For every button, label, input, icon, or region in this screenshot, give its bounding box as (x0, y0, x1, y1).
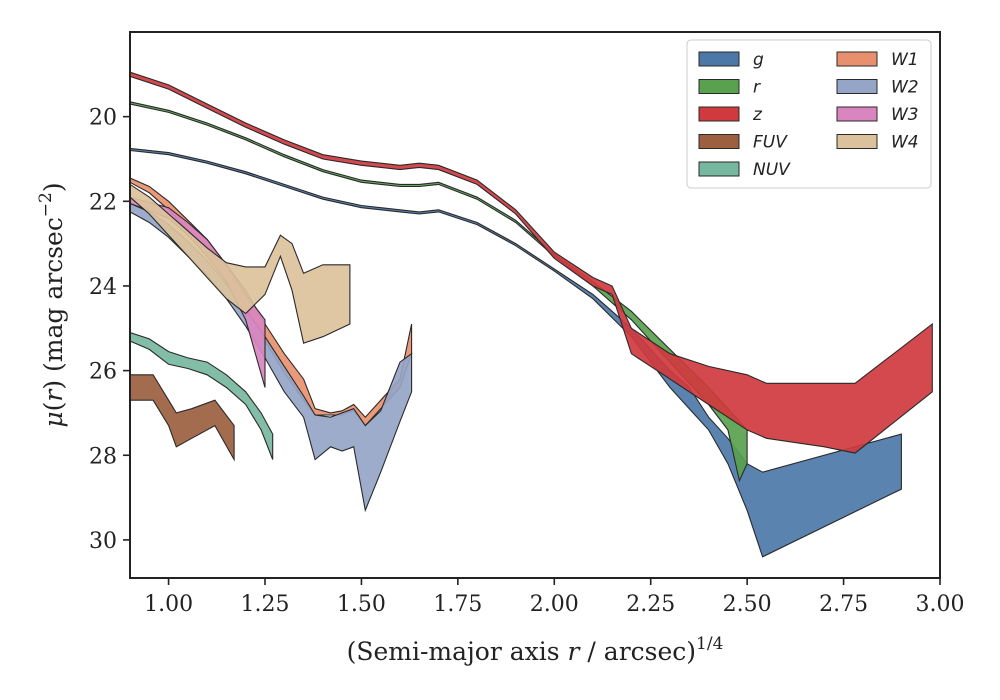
band-g (130, 147, 902, 558)
y-tick-label: 22 (89, 190, 117, 215)
legend-label-g: g (753, 50, 764, 70)
y-tick-label: 30 (89, 529, 117, 554)
x-tick-label: 3.00 (916, 592, 965, 617)
x-tick-label: 1.00 (144, 592, 193, 617)
legend-box (686, 39, 932, 189)
legend: grz FUV NUV W1 W2 W3 W4 (686, 39, 932, 189)
band-fuv (130, 374, 235, 462)
legend-swatch-nuv (698, 161, 740, 177)
series-bands (130, 71, 933, 558)
y-tick-label: 24 (89, 275, 117, 300)
legend-label-r: r (753, 78, 761, 98)
y-tick-label: 20 (89, 106, 117, 131)
legend-swatch-fuv (698, 134, 740, 149)
y-tick-label: 28 (89, 444, 117, 469)
legend-swatch-z (698, 106, 740, 122)
x-tick-label: 1.50 (337, 592, 386, 617)
x-tick-label: 1.75 (433, 592, 482, 617)
band-z (130, 71, 933, 454)
legend-swatch-r (698, 79, 740, 94)
legend-label-w3: W3 (891, 105, 919, 125)
y-axis-label-text: μ(r) (mag arcsec−2) (36, 182, 68, 427)
legend-label-fuv: FUV (753, 133, 788, 153)
x-tick-label: 2.50 (723, 592, 772, 617)
legend-label-w2: W2 (891, 78, 919, 98)
y-tick-label: 26 (89, 360, 117, 385)
legend-swatch-w2 (836, 79, 878, 94)
x-axis-label: (Semi-major axis r / arcsec)1/4 (347, 634, 724, 666)
band-w4 (130, 183, 351, 344)
legend-label-z: z (752, 105, 763, 125)
legend-swatch-w1 (836, 51, 878, 67)
y-axis-label: μ(r) (mag arcsec−2) (36, 182, 68, 427)
legend-swatch-w4 (836, 134, 878, 149)
x-tick-label: 2.25 (626, 592, 675, 617)
x-tick-label: 2.00 (530, 592, 579, 617)
legend-label-w1: W1 (891, 50, 919, 70)
band-r (130, 101, 748, 483)
x-axis-label-text: (Semi-major axis r / arcsec)1/4 (347, 634, 724, 666)
legend-label-w4: W4 (891, 133, 919, 153)
band-nuv (130, 331, 274, 460)
legend-label-nuv: NUV (753, 160, 791, 180)
x-tick-label: 2.75 (819, 592, 868, 617)
plot-frame (129, 31, 941, 579)
legend-swatch-w3 (836, 106, 878, 122)
legend-swatch-g (698, 51, 740, 67)
x-axis-ticks: 1.00 1.25 1.50 1.75 2.00 2.25 2.50 2.75 3.00 (144, 578, 964, 617)
y-axis-ticks: 20 22 24 26 28 30 (89, 106, 130, 554)
x-tick-label: 1.25 (241, 592, 290, 617)
